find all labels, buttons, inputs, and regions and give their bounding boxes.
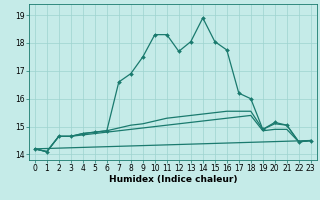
X-axis label: Humidex (Indice chaleur): Humidex (Indice chaleur) (108, 175, 237, 184)
